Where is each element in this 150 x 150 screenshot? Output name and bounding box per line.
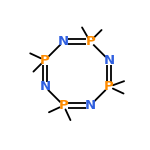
Text: N: N — [58, 35, 69, 48]
Text: N: N — [103, 54, 114, 67]
Text: N: N — [85, 99, 96, 112]
Text: N: N — [39, 80, 50, 93]
Text: P: P — [104, 80, 114, 93]
Text: P: P — [40, 54, 50, 67]
Text: P: P — [85, 35, 95, 48]
Text: P: P — [59, 99, 69, 112]
